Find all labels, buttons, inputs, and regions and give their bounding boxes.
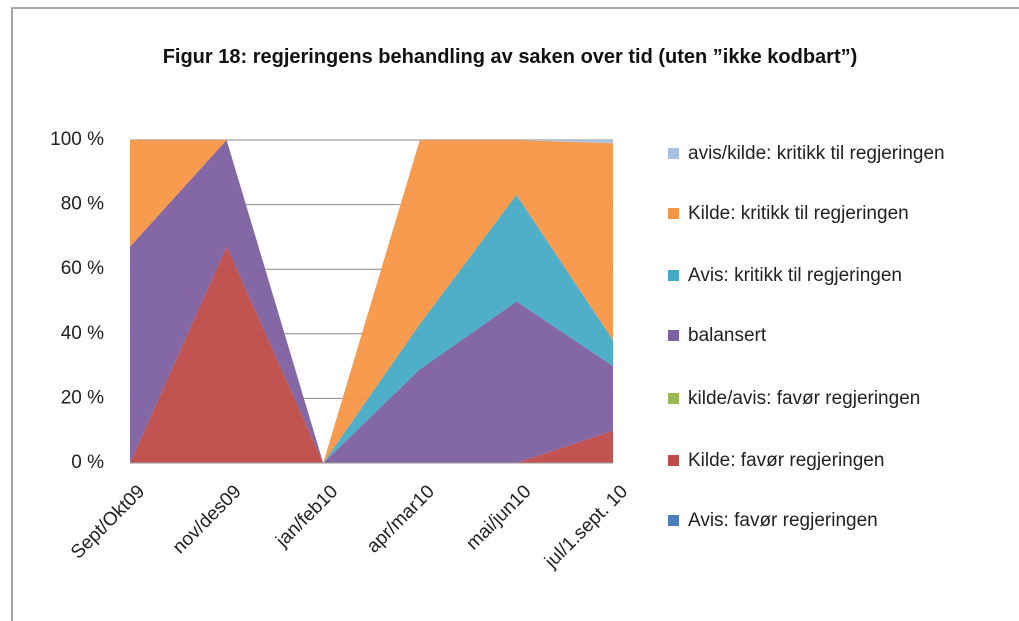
area: [130, 246, 613, 463]
legend-item: balansert: [668, 322, 1019, 350]
y-tick-label: 0 %: [71, 452, 104, 473]
legend-item: avis/kilde: kritikk til regjeringen: [668, 140, 1019, 168]
x-tick-label: apr/mar10: [363, 481, 439, 557]
legend-label: avis/kilde: kritikk til regjeringen: [688, 143, 945, 164]
legend-item: Avis: favør regjeringen: [668, 507, 1019, 535]
legend-swatch: [668, 208, 679, 219]
legend-label: Kilde: kritikk til regjeringen: [688, 203, 909, 224]
x-tick-label: mai/jun10: [462, 481, 535, 554]
y-tick-label: 40 %: [61, 323, 104, 344]
legend-swatch: [668, 270, 679, 281]
area: [130, 140, 613, 463]
chart-title: Figur 18: regjeringens behandling av sak…: [162, 46, 858, 68]
y-tick-label: 100 %: [50, 129, 104, 150]
legend-item: kilde/avis: favør regjeringen: [668, 385, 1019, 413]
legend-label: Avis: kritikk til regjeringen: [688, 265, 903, 286]
area: [130, 140, 613, 463]
legend-swatch: [668, 515, 679, 526]
legend-item: Kilde: favør regjeringen: [668, 447, 1019, 475]
x-tick-label: Sept/Okt09: [67, 481, 149, 563]
y-tick-label: 60 %: [61, 258, 104, 279]
x-tick-label: jan/feb10: [271, 481, 342, 552]
legend-swatch: [668, 393, 679, 404]
area: [130, 140, 613, 463]
y-tick-label: 20 %: [61, 387, 104, 408]
legend-label: Kilde: favør regjeringen: [688, 450, 885, 471]
frame: [11, 7, 1019, 621]
legend-swatch: [668, 148, 679, 159]
legend-label: balansert: [688, 325, 767, 346]
legend-label: Avis: favør regjeringen: [688, 510, 878, 531]
legend-swatch: [668, 455, 679, 466]
legend-label: kilde/avis: favør regjeringen: [688, 388, 921, 409]
x-tick-label: jul/1.sept. 10: [540, 481, 632, 573]
x-tick-label: nov/des09: [169, 481, 246, 558]
y-tick-label: 80 %: [61, 194, 104, 215]
legend-item: Avis: kritikk til regjeringen: [668, 262, 1019, 290]
legend-swatch: [668, 330, 679, 341]
legend-item: Kilde: kritikk til regjeringen: [668, 200, 1019, 228]
